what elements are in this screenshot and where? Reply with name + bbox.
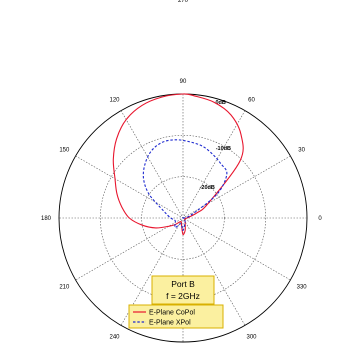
ring-label: 0dB [216, 100, 226, 106]
angle-label: 0 [318, 216, 322, 222]
pattern-series [112, 93, 244, 236]
port-annotation-box [151, 275, 215, 305]
legend-label-xpol: E-Plane XPol [149, 320, 191, 327]
angle-label: 180 [41, 216, 52, 222]
top-cut-label: 270 [178, 0, 189, 4]
angle-label: 330 [297, 285, 308, 291]
angle-label: 240 [109, 335, 120, 341]
legend-label-copol: E-Plane CoPol [149, 310, 195, 317]
legend-box [128, 304, 224, 329]
ring-label: -20dB [200, 185, 215, 191]
angle-label: 90 [180, 79, 187, 85]
series-copol-curve [112, 93, 244, 236]
angle-label: 120 [109, 97, 120, 103]
series-xpol-curve [142, 139, 228, 231]
angle-label: 300 [246, 335, 257, 341]
ring-label: -10dB [216, 146, 231, 152]
legend: E-Plane CoPol E-Plane XPol [128, 304, 224, 329]
ring-labels: 0dB -10dB -20dB [200, 100, 231, 191]
port-annotation: Port B f = 2GHz [151, 275, 215, 305]
angle-label: 210 [59, 285, 70, 291]
angle-label: 60 [248, 97, 255, 103]
angle-labels: 9060300330300270240210180150120 [41, 79, 322, 341]
port-annotation-line-1: Port B [171, 279, 195, 289]
angle-label: 30 [298, 148, 305, 154]
angle-label: 150 [59, 148, 70, 154]
port-annotation-line-2: f = 2GHz [166, 291, 200, 301]
